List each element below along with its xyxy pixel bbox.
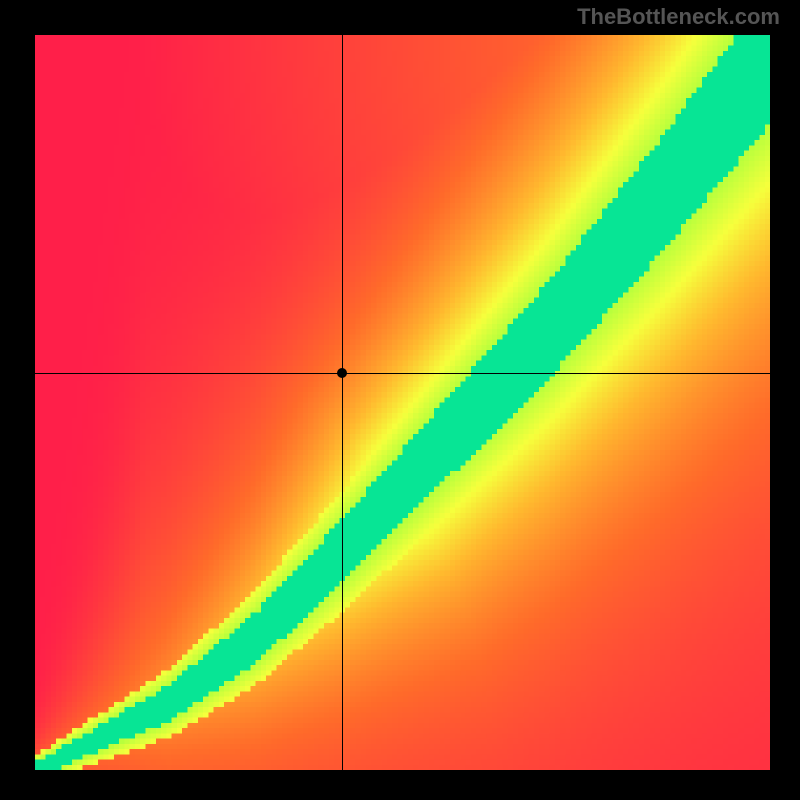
heatmap-canvas [35,35,770,770]
crosshair-vertical [342,35,343,770]
heatmap-plot [35,35,770,770]
watermark-text: TheBottleneck.com [577,4,780,30]
crosshair-horizontal [35,373,770,374]
crosshair-dot [337,368,347,378]
